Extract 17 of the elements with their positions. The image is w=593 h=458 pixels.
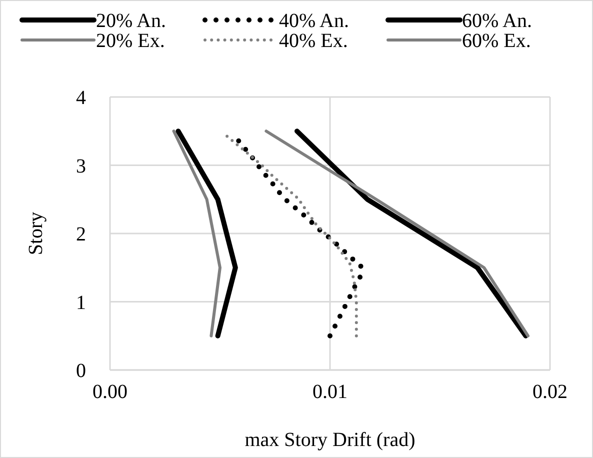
x-axis-title: max Story Drift (rad) [244,429,416,451]
y-tick-label: 3 [76,155,86,178]
legend-label: 60% Ex. [462,30,531,52]
legend-label: 20% Ex. [96,30,165,52]
x-tick-label: 0.02 [532,381,568,403]
legend-label: 40% An. [279,10,349,32]
legend-label: 40% Ex. [279,30,348,52]
y-tick-label: 4 [76,87,86,109]
legend-label: 60% An. [462,10,532,32]
y-tick-label: 1 [76,292,86,314]
y-tick-label: 2 [76,224,86,246]
y-axis-title: Story [25,212,47,256]
legend-label: 20% An. [96,10,166,32]
line-series [172,130,222,338]
x-tick-label: 0.01 [312,381,348,403]
x-tick-label: 0.00 [92,381,128,403]
y-tick-label: 0 [76,360,86,382]
